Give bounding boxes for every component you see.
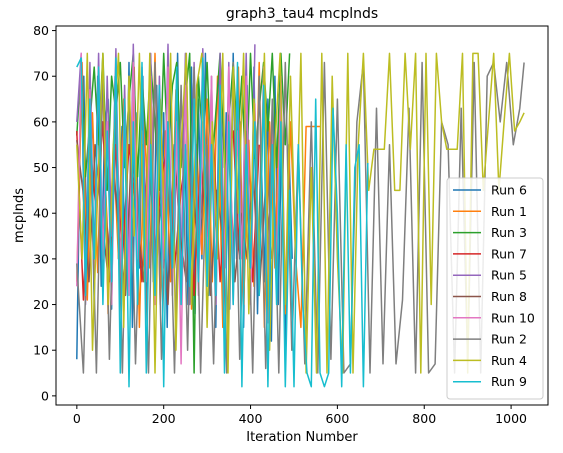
legend-label: Run 10	[491, 310, 535, 325]
x-tick-label: 800	[412, 411, 436, 426]
y-tick-label: 30	[33, 251, 49, 266]
y-tick-label: 70	[33, 69, 49, 84]
y-tick-label: 20	[33, 297, 49, 312]
x-tick-label: 0	[73, 411, 81, 426]
y-tick-label: 60	[33, 114, 49, 129]
plot-frame	[55, 25, 549, 406]
legend: Run 6 Run 1 Run 3 Run 7 Run 5 Run 8 Run 10 Run …	[446, 177, 544, 400]
series-line-run-9	[76, 57, 369, 388]
legend-label: Run 4	[491, 353, 527, 368]
x-tick-label: 400	[239, 411, 263, 426]
y-tick-label: 10	[33, 343, 49, 358]
legend-label: Run 3	[491, 225, 527, 240]
legend-label: Run 2	[491, 332, 527, 347]
legend-label: Run 9	[491, 374, 527, 389]
series-layer	[76, 43, 525, 388]
legend-label: Run 8	[491, 289, 527, 304]
x-tick-label: 600	[325, 411, 349, 426]
legend-label: Run 7	[491, 246, 527, 261]
y-axis: 0 10 20 30 40 50 60 70 80	[33, 23, 56, 403]
legend-label: Run 6	[491, 183, 527, 198]
x-axis-title: Iteration Number	[246, 430, 358, 445]
x-axis: 0 200 400 600 800 1000	[73, 405, 527, 426]
y-tick-label: 0	[41, 388, 49, 403]
x-tick-label: 200	[152, 411, 176, 426]
y-tick-label: 50	[33, 160, 49, 175]
y-tick-label: 80	[33, 23, 49, 38]
chart-title: graph3_tau4 mcplnds	[226, 6, 378, 22]
y-tick-label: 40	[33, 206, 49, 221]
legend-label: Run 5	[491, 268, 527, 283]
y-axis-title: mcplnds	[12, 188, 27, 243]
x-tick-label: 1000	[495, 411, 527, 426]
legend-label: Run 1	[491, 204, 527, 219]
